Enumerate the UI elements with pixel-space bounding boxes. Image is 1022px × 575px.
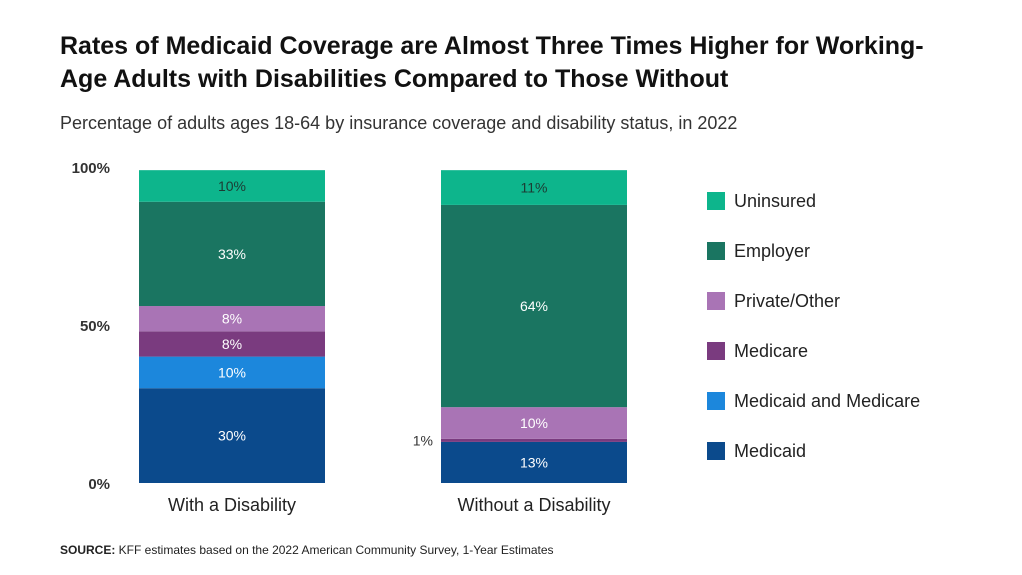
y-axis: 0% 50% 100% bbox=[72, 160, 110, 493]
bar-segment bbox=[441, 170, 627, 205]
chart-title: Rates of Medicaid Coverage are Almost Th… bbox=[60, 32, 924, 93]
y-tick-label: 50% bbox=[80, 318, 110, 335]
bar-segment bbox=[139, 201, 325, 307]
legend-swatch bbox=[707, 392, 725, 410]
legend-label: Medicaid and Medicare bbox=[734, 391, 920, 411]
x-axis: With a Disability Without a Disability bbox=[168, 495, 611, 515]
x-tick-label: With a Disability bbox=[168, 495, 296, 515]
data-label: 64% bbox=[520, 298, 548, 314]
legend-label: Medicaid bbox=[734, 441, 806, 461]
data-label: 30% bbox=[218, 428, 246, 444]
chart-subtitle: Percentage of adults ages 18-64 by insur… bbox=[60, 113, 738, 133]
bar-segment bbox=[441, 441, 627, 483]
bars: 30% 10% 8% 8% 33% 10% 13% 1% 10% 64% 11% bbox=[139, 170, 627, 483]
data-label: 13% bbox=[520, 454, 548, 470]
bar-segment bbox=[441, 438, 627, 442]
data-label: 10% bbox=[520, 415, 548, 431]
legend-swatch bbox=[707, 292, 725, 310]
legend-swatch bbox=[707, 442, 725, 460]
y-tick-label: 100% bbox=[72, 160, 110, 177]
bar-segment bbox=[139, 170, 325, 202]
bar-segment bbox=[139, 388, 325, 483]
data-label: 11% bbox=[521, 180, 548, 196]
legend-label: Employer bbox=[734, 241, 810, 261]
bar-segment bbox=[139, 331, 325, 357]
source-note: SOURCE: KFF estimates based on the 2022 … bbox=[60, 543, 554, 557]
data-label: 8% bbox=[222, 311, 242, 327]
bar-segment bbox=[441, 407, 627, 439]
data-label: 8% bbox=[222, 336, 242, 352]
legend-label: Private/Other bbox=[734, 291, 840, 311]
x-tick-label: Without a Disability bbox=[457, 495, 610, 515]
data-label: 10% bbox=[218, 364, 246, 380]
legend-swatch bbox=[707, 242, 725, 260]
source-text: KFF estimates based on the 2022 American… bbox=[115, 543, 554, 557]
bar-segment bbox=[441, 204, 627, 408]
legend-label: Medicare bbox=[734, 341, 808, 361]
data-label: 10% bbox=[218, 178, 246, 194]
legend-label: Uninsured bbox=[734, 191, 816, 211]
bar-segment bbox=[139, 306, 325, 332]
y-tick-label: 0% bbox=[88, 476, 110, 493]
source-label: SOURCE: bbox=[60, 543, 116, 557]
data-label: 1% bbox=[413, 432, 433, 448]
bar-segment bbox=[139, 356, 325, 389]
data-label: 33% bbox=[218, 246, 246, 262]
legend-swatch bbox=[707, 192, 725, 210]
legend: Uninsured Employer Private/Other Medicare Me… bbox=[707, 191, 920, 461]
legend-swatch bbox=[707, 342, 725, 360]
